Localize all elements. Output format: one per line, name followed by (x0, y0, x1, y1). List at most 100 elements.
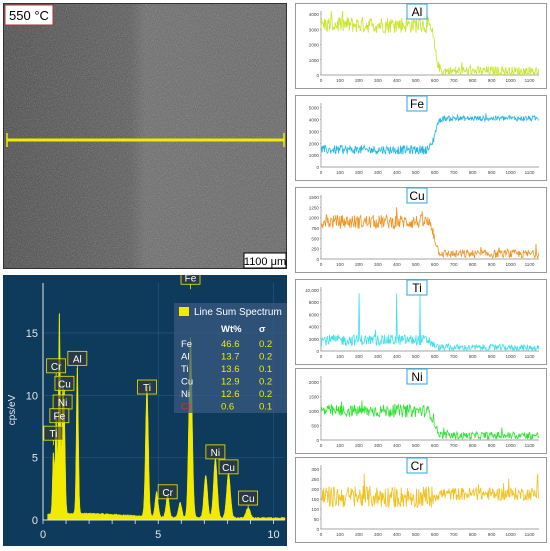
y-tick-label: 3000 (309, 129, 320, 134)
y-tick-label: 1000 (309, 216, 320, 221)
line-profile-svg: 0 1000 2000 3000 4000 0 100 200 300 400 500 600 700 8… (295, 3, 547, 89)
element-label: Cr (406, 457, 428, 474)
svg-text:Ni: Ni (411, 370, 422, 384)
y-tick-label: 50 (314, 517, 320, 522)
temperature-label: 550 °C (9, 8, 49, 23)
x-tick-label: 500 (412, 78, 420, 83)
x-tick-label: 200 (355, 78, 363, 83)
x-tick-label: 0 (320, 443, 323, 448)
x-tick-label: 900 (488, 262, 496, 267)
svg-text:Cu: Cu (242, 494, 255, 505)
sem-image: 550 °C 1100 μm (3, 3, 287, 269)
profile-line (320, 293, 540, 353)
y-tick-label: 500 (311, 423, 319, 428)
line-profile-svg: 0 50 100 150 200 250 300 0 100 200 300 400 500 600 700… (295, 457, 547, 543)
y-tick-label: 500 (311, 236, 319, 241)
svg-text:Ti: Ti (49, 429, 57, 440)
legend-element: Fe (181, 339, 192, 350)
svg-text:Fe: Fe (185, 275, 197, 284)
profile-line (320, 10, 540, 77)
line-profile-svg: 0 1000 2000 3000 4000 5000 0 100 200 300 400 500 600… (295, 95, 547, 181)
eds-spectrum-chart: 0 5 10 15 0 5 10 Fe Cr Cu Al Ni Fe Ti Ti Cr Ni Cu Cu cps/… (3, 269, 287, 546)
x-tick-label: 0 (320, 354, 323, 359)
x-tick-label: 600 (431, 170, 439, 175)
legend-sigma: 0.2 (259, 389, 272, 400)
y-tick-label: 1000 (309, 58, 320, 63)
legend-sigma: 0.1 (259, 402, 272, 413)
svg-text:Ti: Ti (412, 281, 422, 295)
x-tick-label: 800 (469, 170, 477, 175)
x-tick-label: 1100 (525, 170, 535, 175)
x-tick-label: 600 (431, 78, 439, 83)
x-tick-label: 100 (336, 443, 344, 448)
line-profile-ni: 0 500 1000 1500 2000 0 100 200 300 400 500 600 700 80… (295, 368, 547, 454)
line-profile-ti: 0 2000 4000 6000 8000 10,000 0 100 200 300 400 500 6… (295, 279, 547, 365)
x-tick-label: 1100 (525, 78, 535, 83)
legend-element: Ni (181, 389, 190, 400)
y-tick-label: 250 (311, 247, 319, 252)
peak-label: Fe (49, 408, 70, 428)
peak-label: Ti (137, 379, 157, 400)
legend-sigma: 0.2 (259, 339, 272, 350)
legend-wt: 0.6 (221, 402, 234, 413)
x-tick-label: 700 (450, 78, 458, 83)
legend-col-sigma: σ (259, 324, 266, 335)
svg-text:Cr: Cr (162, 488, 173, 499)
x-tick-label: 300 (374, 170, 382, 175)
legend: Line Sum Spectrum Wt% σ Fe 46.6 0.2 Al 13.7 0… (174, 303, 287, 413)
x-tick-label: 0 (320, 170, 323, 175)
x-tick-label: 1100 (525, 443, 535, 448)
x-tick-label: 100 (336, 532, 344, 537)
x-tick-label: 600 (431, 354, 439, 359)
element-label: Al (406, 3, 428, 20)
y-tick-label: 0 (32, 515, 38, 527)
x-tick-label: 10 (267, 529, 279, 541)
svg-text:Ni: Ni (211, 448, 220, 459)
legend-wt: 46.6 (221, 339, 240, 350)
y-tick-label: 1000 (309, 409, 320, 414)
y-tick-label: 15 (26, 328, 38, 340)
sem-texture (3, 3, 287, 269)
x-tick-label: 400 (393, 170, 401, 175)
x-tick-label: 1000 (505, 532, 516, 537)
x-tick-label: 300 (374, 443, 382, 448)
svg-text:Cu: Cu (222, 463, 235, 474)
element-label: Fe (406, 95, 428, 112)
y-tick-label: 5 (32, 453, 38, 465)
x-tick-label: 200 (355, 170, 363, 175)
legend-sigma: 0.2 (259, 352, 272, 363)
svg-text:Fe: Fe (410, 97, 424, 111)
legend-row: Cu 12.9 0.2 (181, 377, 272, 388)
scale-bar-label: 1100 μm (244, 256, 286, 268)
x-tick-label: 800 (469, 78, 477, 83)
x-tick-label: 700 (450, 443, 458, 448)
x-tick-label: 400 (393, 443, 401, 448)
x-tick-label: 400 (393, 532, 401, 537)
y-tick-label: 4000 (309, 325, 320, 330)
x-tick-label: 600 (431, 443, 439, 448)
x-tick-label: 900 (488, 443, 496, 448)
x-tick-label: 900 (488, 532, 496, 537)
y-tick-label: 0 (316, 257, 319, 262)
y-tick-label: 0 (316, 165, 319, 170)
y-tick-label: 1500 (309, 195, 320, 200)
x-tick-label: 0 (320, 78, 323, 83)
y-tick-label: 2000 (309, 380, 320, 385)
spectrum-area (47, 313, 286, 521)
x-tick-label: 1000 (505, 262, 516, 267)
x-tick-label: 700 (450, 170, 458, 175)
x-tick-label: 100 (336, 78, 344, 83)
y-tick-label: 150 (311, 497, 319, 502)
y-tick-label: 0 (316, 349, 319, 354)
x-tick-label: 200 (355, 443, 363, 448)
y-tick-label: 2000 (309, 337, 320, 342)
y-tick-label: 1250 (309, 205, 320, 210)
y-axis-label: cps/eV (7, 394, 18, 425)
x-tick-label: 600 (431, 262, 439, 267)
x-tick-label: 0 (320, 262, 323, 267)
y-tick-label: 4000 (309, 118, 320, 123)
legend-element: Ti (181, 364, 189, 375)
legend-row: Cr 0.6 0.1 (181, 402, 272, 413)
y-tick-label: 5000 (309, 106, 320, 111)
peak-label: Ni (205, 444, 226, 464)
